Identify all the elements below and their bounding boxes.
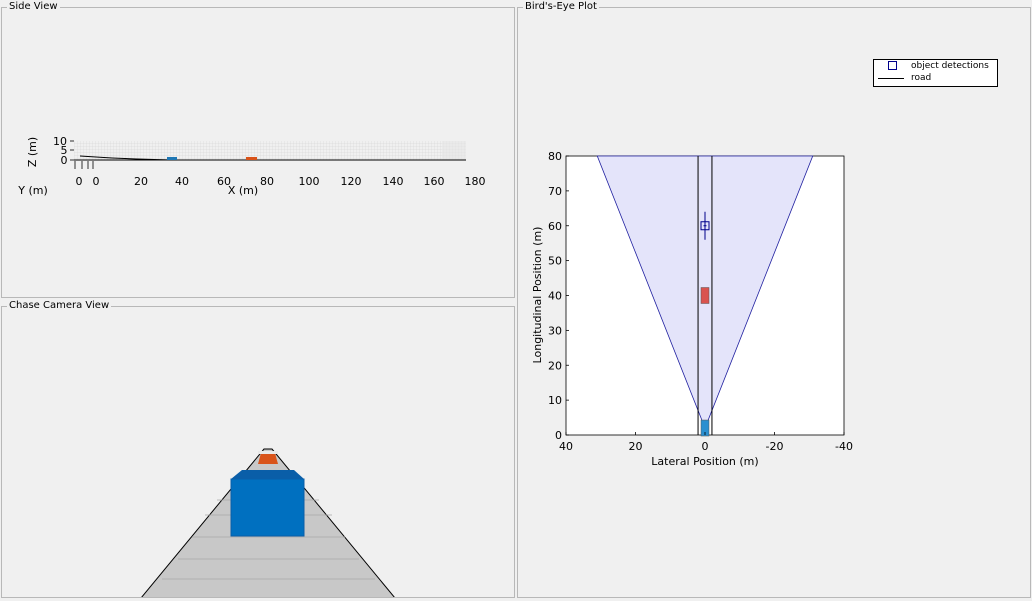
chase-ego-vehicle	[230, 478, 305, 537]
detection-marker-0	[700, 221, 710, 231]
bev-y-tick-1: 10	[548, 394, 562, 407]
x-tick-100: 100	[299, 175, 320, 188]
x-tick-40: 40	[175, 175, 189, 188]
bev-y-tick-6: 60	[548, 220, 562, 233]
bev-x-tick-3: -20	[766, 440, 784, 453]
z-tick-0: 0	[61, 154, 68, 167]
x-tick-60: 60	[217, 175, 231, 188]
x-tick-120: 120	[341, 175, 362, 188]
x-tick-20: 20	[134, 175, 148, 188]
legend-road-line	[878, 78, 904, 79]
bev-vehicle-0	[700, 287, 710, 304]
x-tick-160: 160	[424, 175, 445, 188]
legend-detection-marker	[888, 61, 897, 70]
legend-road-label: road	[911, 73, 932, 83]
bev-y-tick-3: 30	[548, 324, 562, 337]
bev-x-axis-label: Lateral Position (m)	[651, 455, 758, 468]
x-tick-80: 80	[260, 175, 274, 188]
z-axis-label: Z (m)	[26, 137, 39, 167]
chase-camera-panel: Chase Camera View	[1, 299, 515, 599]
chase-camera-title: Chase Camera View	[7, 299, 112, 313]
bev-y-tick-0: 0	[555, 429, 562, 442]
x-tick-180: 180	[465, 175, 486, 188]
bev-y-tick-5: 50	[548, 255, 562, 268]
side-target-vehicle	[246, 157, 257, 160]
birds-eye-plot: 40 20 0 -20 -40 0 10 20 30 40 50 60 70 80 Lateral Pos…	[531, 150, 853, 468]
bev-y-tick-8: 80	[548, 150, 562, 163]
bev-x-tick-1: 20	[629, 440, 643, 453]
side-grid	[74, 141, 466, 160]
bev-vehicle-1	[700, 419, 710, 437]
z-tick-5: 5	[61, 144, 68, 157]
y-tick-b: 0	[93, 175, 100, 188]
bev-y-tick-4: 40	[548, 290, 562, 303]
x-axis-label: X (m)	[228, 184, 258, 197]
bev-x-tick-4: -40	[835, 440, 853, 453]
y-axis-label: Y (m)	[17, 184, 48, 197]
bev-x-tick-2: 0	[702, 440, 709, 453]
side-road-profile	[79, 155, 173, 161]
z-tick-10: 10	[53, 135, 67, 148]
side-view-panel: Side View 10 5 0 Z (m) 0 0 Y (m) 20	[1, 0, 515, 298]
legend-detections-label: object detections	[911, 61, 989, 71]
birds-eye-title: Bird's-Eye Plot	[523, 0, 599, 14]
bev-y-tick-7: 70	[548, 185, 562, 198]
chase-target-vehicle	[258, 453, 278, 464]
side-view-plot: 10 5 0 Z (m) 0 0 Y (m) 20 40 60 80 100 1…	[17, 135, 486, 197]
x-tick-140: 140	[383, 175, 404, 188]
side-grid-far	[442, 141, 466, 160]
birds-eye-panel: Bird's-Eye Plot object detections road 4…	[517, 0, 1031, 598]
chase-camera-scene	[139, 448, 397, 599]
bev-y-axis-label: Longitudinal Position (m)	[531, 227, 544, 364]
bev-y-tick-2: 20	[548, 359, 562, 372]
y-tick-a: 0	[76, 175, 83, 188]
chase-ego-roof	[231, 470, 304, 479]
legend: object detections road	[873, 59, 998, 87]
side-view-title: Side View	[7, 0, 60, 14]
side-ego-vehicle	[167, 157, 177, 160]
bev-x-tick-0: 40	[559, 440, 573, 453]
